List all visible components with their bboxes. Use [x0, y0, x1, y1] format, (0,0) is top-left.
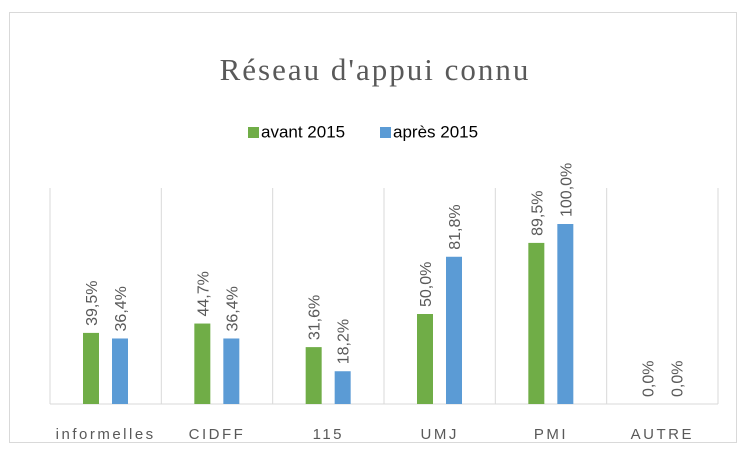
data-label: 0,0% [641, 361, 658, 397]
chart-title: Réseau d'appui connu [220, 52, 531, 87]
bar [557, 224, 574, 404]
x-tick-label: informelles [56, 426, 156, 443]
bar [194, 323, 211, 404]
bar [223, 338, 240, 404]
x-tick-label: UMJ [421, 426, 459, 443]
legend-swatch [248, 127, 259, 138]
legend-swatch [380, 127, 391, 138]
x-tick-label: PMI [534, 426, 568, 443]
legend-label: avant 2015 [261, 122, 345, 141]
bar [334, 371, 351, 404]
data-label: 39,5% [84, 281, 101, 326]
data-label: 89,5% [529, 191, 546, 236]
bar [528, 242, 545, 404]
bar [446, 256, 462, 404]
data-label: 44,7% [195, 271, 212, 316]
bar [83, 332, 99, 404]
data-label: 81,8% [447, 204, 464, 249]
x-tick-label: 115 [313, 426, 344, 443]
data-label: 31,6% [307, 295, 324, 340]
data-label: 50,0% [418, 262, 435, 307]
data-label: 100,0% [558, 163, 575, 217]
data-label: 36,4% [113, 286, 130, 331]
data-label: 18,2% [336, 319, 353, 364]
legend-label: après 2015 [393, 122, 478, 141]
data-label: 0,0% [670, 361, 687, 397]
x-tick-label: AUTRE [631, 426, 694, 443]
bar [417, 314, 433, 404]
x-tick-label: CIDFF [189, 426, 246, 443]
chart-border [9, 12, 737, 443]
bar [112, 338, 128, 404]
data-label: 36,4% [224, 286, 241, 331]
bar [305, 347, 322, 404]
